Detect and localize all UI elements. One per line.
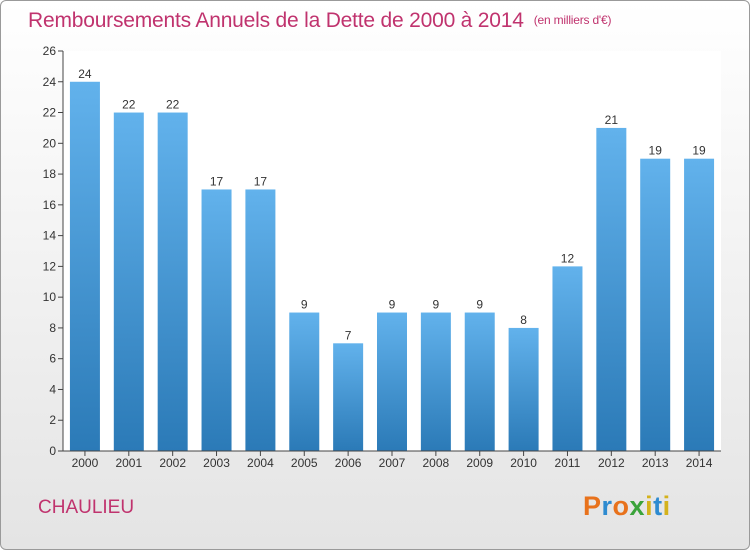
bar [684, 158, 715, 451]
bar-value-label: 22 [166, 98, 180, 112]
logo-letter: o [612, 491, 630, 521]
bar [69, 81, 100, 452]
proxiti-logo: Proxiti [583, 491, 671, 522]
bar [464, 312, 495, 451]
y-tick-label: 20 [43, 136, 57, 150]
logo-letter: i [662, 491, 671, 521]
x-tick-label: 2004 [247, 456, 274, 470]
y-tick-label: 26 [43, 44, 57, 58]
bar [333, 343, 364, 451]
x-tick-label: 2000 [72, 456, 99, 470]
x-tick-label: 2001 [115, 456, 142, 470]
y-tick-label: 2 [49, 413, 56, 427]
chart-unit: (en milliers d'€) [533, 13, 612, 27]
x-tick-label: 2012 [598, 456, 625, 470]
bar [245, 189, 276, 451]
bar [420, 312, 451, 451]
bar-value-label: 9 [476, 298, 483, 312]
bar [201, 189, 232, 451]
logo-letter: x [629, 491, 646, 521]
bar-value-label: 8 [520, 313, 527, 327]
y-tick-label: 10 [43, 290, 57, 304]
bar [552, 266, 583, 451]
y-tick-label: 24 [43, 75, 57, 89]
y-tick-label: 0 [49, 444, 56, 458]
x-tick-label: 2007 [379, 456, 406, 470]
bar [289, 312, 320, 451]
y-tick-label: 16 [43, 198, 57, 212]
y-tick-label: 4 [49, 382, 56, 396]
logo-letter: P [583, 491, 602, 521]
chart-title: Remboursements Annuels de la Dette de 20… [28, 9, 611, 33]
y-tick-label: 8 [49, 321, 56, 335]
y-tick-label: 14 [43, 229, 57, 243]
x-tick-label: 2003 [203, 456, 230, 470]
y-tick-label: 22 [43, 106, 57, 120]
x-tick-label: 2011 [555, 456, 581, 470]
bar [377, 312, 407, 451]
x-tick-label: 2005 [291, 456, 318, 470]
bar [640, 158, 671, 451]
bar-value-label: 9 [389, 298, 396, 312]
bar-value-label: 12 [561, 251, 575, 265]
x-tick-label: 2009 [466, 456, 493, 470]
bar-value-label: 7 [345, 328, 352, 342]
x-tick-label: 2008 [423, 456, 450, 470]
x-tick-label: 2014 [686, 456, 713, 470]
bar-value-label: 19 [649, 144, 663, 158]
y-tick-label: 12 [43, 259, 57, 273]
bar [508, 327, 539, 451]
bar-value-label: 19 [692, 144, 706, 158]
bar-value-label: 22 [122, 98, 136, 112]
bar-value-label: 9 [433, 298, 440, 312]
y-tick-label: 18 [43, 167, 57, 181]
bar [596, 127, 627, 451]
bar-value-label: 9 [301, 298, 308, 312]
logo-letter: t [653, 491, 663, 521]
x-tick-label: 2013 [642, 456, 669, 470]
logo-letter: i [645, 491, 654, 521]
town-name: CHAULIEU [38, 497, 135, 518]
y-tick-label: 6 [49, 352, 56, 366]
bar-value-label: 24 [78, 67, 92, 81]
bar-value-label: 17 [254, 174, 268, 188]
chart-title-text: Remboursements Annuels de la Dette de 20… [28, 9, 524, 32]
bar-value-label: 21 [605, 113, 619, 127]
x-tick-label: 2010 [510, 456, 537, 470]
bar [113, 112, 144, 452]
x-tick-label: 2006 [335, 456, 362, 470]
logo-letter: r [601, 491, 613, 521]
bar-value-label: 17 [210, 174, 224, 188]
bar [157, 112, 188, 452]
x-tick-label: 2002 [159, 456, 186, 470]
